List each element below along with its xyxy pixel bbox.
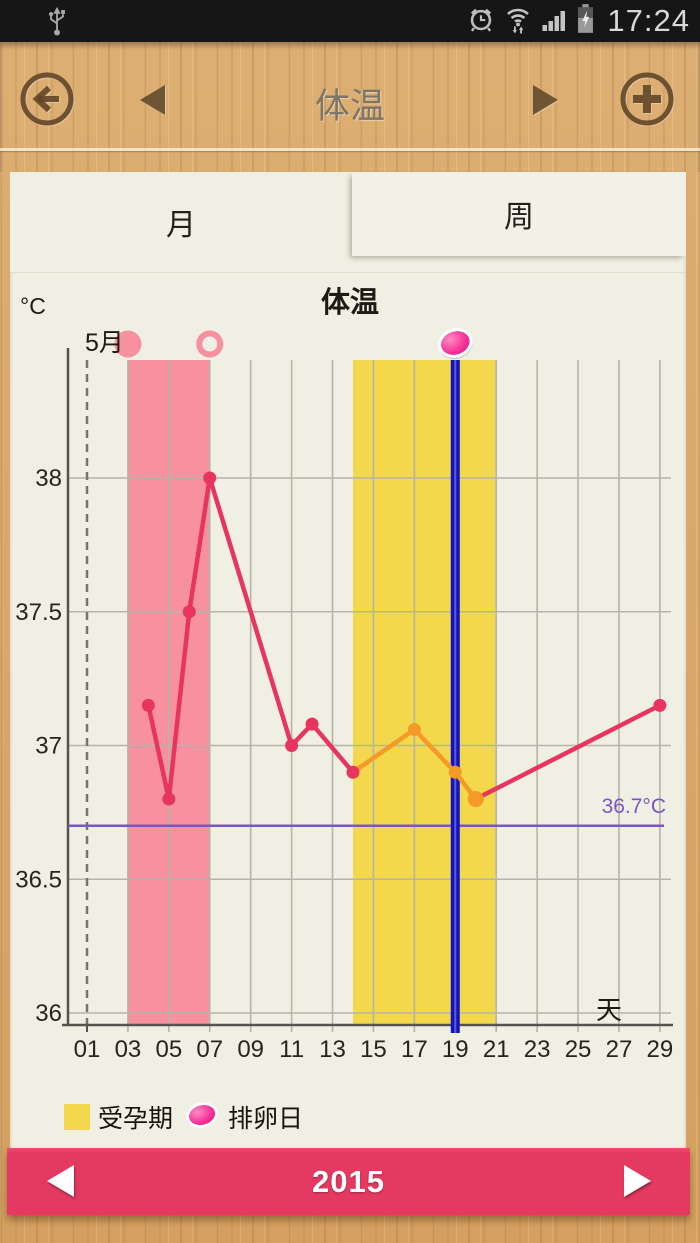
- legend-label: 排卵日: [228, 1105, 304, 1133]
- tab-underline: [10, 272, 686, 273]
- prev-day-button[interactable]: [140, 85, 165, 115]
- legend-item-fertile: 受孕期: [64, 1099, 173, 1135]
- tab-month-label: 月: [166, 209, 196, 242]
- next-day-button[interactable]: [533, 85, 558, 115]
- status-bar: 17:24: [0, 0, 700, 42]
- ovulation-day-swatch: [184, 1100, 220, 1135]
- next-year-button[interactable]: [624, 1165, 651, 1197]
- chart-title: 体温: [320, 287, 379, 319]
- wifi-icon: [504, 4, 532, 39]
- tab-month[interactable]: 月: [10, 172, 352, 272]
- reference-line-label: 36.7°C: [601, 795, 666, 818]
- clock-time: 17:24: [607, 3, 690, 38]
- battery-charging-icon: [577, 4, 594, 38]
- tab-week-label: 周: [504, 201, 534, 234]
- prev-year-button[interactable]: [47, 1165, 74, 1197]
- header-separator: [0, 148, 700, 151]
- year-nav-bar: 2015: [7, 1148, 690, 1215]
- legend-label: 受孕期: [98, 1105, 174, 1133]
- add-record-button[interactable]: [618, 70, 676, 133]
- chart-legend: 受孕期 排卵日: [64, 1099, 303, 1135]
- year-value: 2015: [312, 1163, 385, 1199]
- page-title: 体温: [314, 87, 385, 126]
- signal-icon: [541, 6, 568, 37]
- legend-item-ovulation: 排卵日: [184, 1099, 303, 1135]
- y-axis-unit-label: °C: [20, 293, 46, 319]
- x-axis-label: 天: [596, 995, 623, 1025]
- month-label: 5月: [85, 329, 124, 357]
- back-button[interactable]: [18, 70, 76, 133]
- tab-week[interactable]: 周: [352, 172, 686, 256]
- usb-icon: [46, 6, 68, 37]
- alarm-icon: [467, 5, 495, 38]
- header-bar: 体温: [0, 42, 700, 172]
- fertile-period-swatch: [64, 1104, 90, 1130]
